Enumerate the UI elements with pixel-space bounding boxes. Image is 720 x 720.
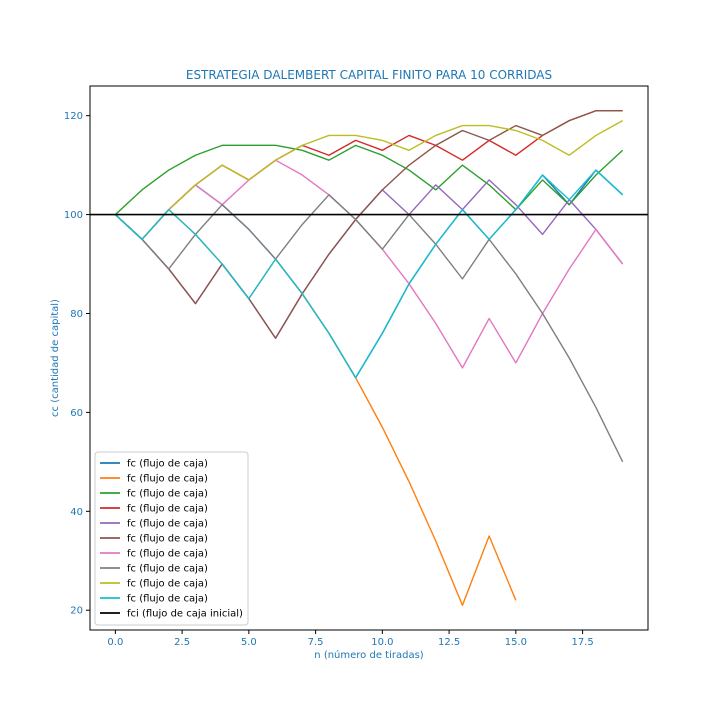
x-tick-label: 10.0: [371, 637, 393, 648]
legend-entry-label: fc (flujo de caja): [127, 519, 208, 530]
x-tick-label: 17.5: [571, 637, 593, 648]
y-tick-label: 80: [70, 309, 83, 320]
x-tick-label: 12.5: [438, 637, 460, 648]
legend-entry-label: fc (flujo de caja): [127, 489, 208, 500]
x-axis: 0.0 2.5 5.0 7.5 10.0 12.5 15.0 17.5: [107, 630, 594, 648]
series-line-10: [114, 169, 624, 379]
x-tick-label: 0.0: [107, 637, 123, 648]
x-tick-label: 2.5: [174, 637, 190, 648]
y-tick-label: 40: [70, 507, 83, 518]
chart-title: ESTRATEGIA DALEMBERT CAPITAL FINITO PARA…: [186, 68, 552, 82]
plot-area: [90, 110, 648, 606]
series-line-7: [114, 159, 624, 369]
legend-entry-label: fc (flujo de caja): [127, 549, 208, 560]
series-line-4: [114, 110, 623, 241]
y-tick-label: 60: [70, 408, 83, 419]
series-line-3: [114, 144, 624, 216]
x-tick-label: 7.5: [308, 637, 324, 648]
y-axis: 20 40 60 80 100 120: [64, 111, 90, 617]
series-line-9: [114, 120, 623, 241]
legend-box: [94, 451, 249, 626]
legend: fc (flujo de caja) fc (flujo de caja) fc (…: [94, 451, 249, 626]
x-tick-label: 15.0: [505, 637, 527, 648]
axes-frame: [89, 85, 649, 631]
y-axis-label: cc (cantidad de capital): [50, 299, 61, 417]
legend-entry-label: fc (flujo de caja): [127, 564, 208, 575]
legend-entry-label: fc (flujo de caja): [127, 504, 208, 515]
legend-entry-label: fc (flujo de caja): [127, 579, 208, 590]
x-tick-label: 5.0: [241, 637, 257, 648]
series-line-6: [114, 110, 623, 339]
y-tick-label: 100: [64, 210, 83, 221]
x-axis-label: n (número de tiradas): [314, 649, 423, 661]
series-line-1: [114, 169, 624, 379]
y-tick-label: 20: [70, 606, 83, 617]
legend-entry-label: fc (flujo de caja): [127, 474, 208, 485]
legend-entry-label: fc (flujo de caja): [127, 534, 208, 545]
y-tick-label: 120: [64, 111, 83, 122]
legend-entry-label: fc (flujo de caja): [127, 594, 208, 605]
legend-entry-label: fci (flujo de caja inicial): [127, 609, 243, 620]
legend-entry-label: fc (flujo de caja): [127, 459, 208, 470]
series-line-8: [114, 194, 624, 463]
